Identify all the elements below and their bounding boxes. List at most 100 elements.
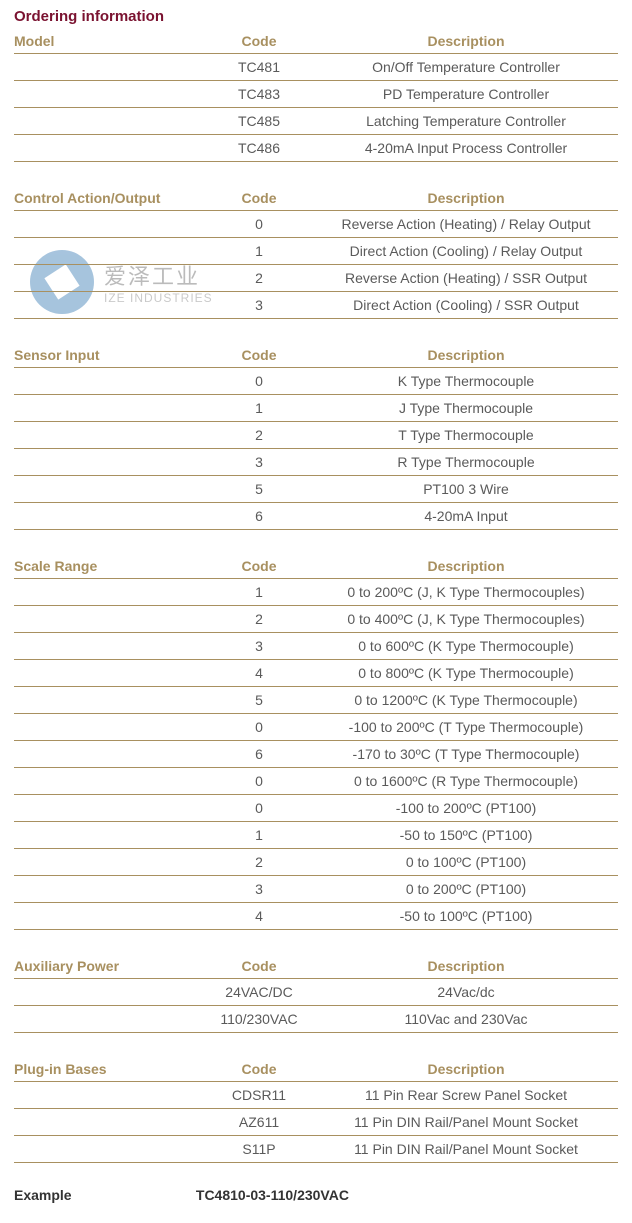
cell-description: 0 to 200ºC (J, K Type Thermocouples) <box>314 579 618 606</box>
table-row: 24VAC/DC24Vac/dc <box>14 979 618 1006</box>
cell-empty <box>14 54 204 81</box>
column-header: Code <box>204 554 314 579</box>
cell-description: 4-20mA Input Process Controller <box>314 135 618 162</box>
table-row: 30 to 600ºC (K Type Thermocouple) <box>14 633 618 660</box>
cell-code: 2 <box>204 422 314 449</box>
table-row: 20 to 100ºC (PT100) <box>14 849 618 876</box>
cell-code: 0 <box>204 768 314 795</box>
table-row: S11P11 Pin DIN Rail/Panel Mount Socket <box>14 1136 618 1163</box>
cell-empty <box>14 238 204 265</box>
cell-empty <box>14 265 204 292</box>
table-row: 64-20mA Input <box>14 503 618 530</box>
cell-code: TC481 <box>204 54 314 81</box>
cell-description: 0 to 1200ºC (K Type Thermocouple) <box>314 687 618 714</box>
column-header: Sensor Input <box>14 343 204 368</box>
table-row: 2Reverse Action (Heating) / SSR Output <box>14 265 618 292</box>
cell-description: 4-20mA Input <box>314 503 618 530</box>
table-scale-range: Scale RangeCodeDescription10 to 200ºC (J… <box>14 554 618 930</box>
cell-empty <box>14 741 204 768</box>
column-header: Code <box>204 29 314 54</box>
column-header: Description <box>314 343 618 368</box>
cell-empty <box>14 292 204 319</box>
cell-description: Reverse Action (Heating) / SSR Output <box>314 265 618 292</box>
cell-empty <box>14 368 204 395</box>
cell-empty <box>14 108 204 135</box>
table-row: 0Reverse Action (Heating) / Relay Output <box>14 211 618 238</box>
page-title: Ordering information <box>14 8 618 25</box>
cell-description: 0 to 600ºC (K Type Thermocouple) <box>314 633 618 660</box>
section-scale-range: Scale RangeCodeDescription10 to 200ºC (J… <box>14 554 618 930</box>
cell-empty <box>14 579 204 606</box>
section-sensor-input: Sensor InputCodeDescription0K Type Therm… <box>14 343 618 530</box>
table-row: 00 to 1600ºC (R Type Thermocouple) <box>14 768 618 795</box>
cell-description: -170 to 30ºC (T Type Thermocouple) <box>314 741 618 768</box>
cell-empty <box>14 1136 204 1163</box>
column-header: Code <box>204 954 314 979</box>
cell-description: K Type Thermocouple <box>314 368 618 395</box>
cell-description: 110Vac and 230Vac <box>314 1006 618 1033</box>
cell-description: On/Off Temperature Controller <box>314 54 618 81</box>
cell-code: 4 <box>204 660 314 687</box>
cell-description: J Type Thermocouple <box>314 395 618 422</box>
cell-empty <box>14 795 204 822</box>
table-row: 6-170 to 30ºC (T Type Thermocouple) <box>14 741 618 768</box>
cell-empty <box>14 135 204 162</box>
column-header: Auxiliary Power <box>14 954 204 979</box>
table-plugin-bases: Plug-in BasesCodeDescriptionCDSR1111 Pin… <box>14 1057 618 1163</box>
cell-code: 3 <box>204 633 314 660</box>
cell-empty <box>14 1082 204 1109</box>
cell-description: R Type Thermocouple <box>314 449 618 476</box>
cell-code: 1 <box>204 579 314 606</box>
cell-empty <box>14 81 204 108</box>
table-row: AZ61111 Pin DIN Rail/Panel Mount Socket <box>14 1109 618 1136</box>
cell-code: 2 <box>204 606 314 633</box>
cell-description: 11 Pin DIN Rail/Panel Mount Socket <box>314 1109 618 1136</box>
cell-empty <box>14 503 204 530</box>
cell-code: AZ611 <box>204 1109 314 1136</box>
table-row: 1Direct Action (Cooling) / Relay Output <box>14 238 618 265</box>
cell-description: 0 to 100ºC (PT100) <box>314 849 618 876</box>
cell-description: -100 to 200ºC (PT100) <box>314 795 618 822</box>
cell-code: TC485 <box>204 108 314 135</box>
column-header: Code <box>204 1057 314 1082</box>
table-aux-power: Auxiliary PowerCodeDescription24VAC/DC24… <box>14 954 618 1033</box>
cell-empty <box>14 768 204 795</box>
cell-empty <box>14 449 204 476</box>
column-header: Description <box>314 29 618 54</box>
cell-description: -50 to 100ºC (PT100) <box>314 903 618 930</box>
cell-description: 24Vac/dc <box>314 979 618 1006</box>
cell-empty <box>14 903 204 930</box>
table-row: TC485Latching Temperature Controller <box>14 108 618 135</box>
table-row: 10 to 200ºC (J, K Type Thermocouples) <box>14 579 618 606</box>
cell-code: 3 <box>204 876 314 903</box>
cell-code: 0 <box>204 714 314 741</box>
table-row: TC483PD Temperature Controller <box>14 81 618 108</box>
cell-code: 1 <box>204 238 314 265</box>
cell-code: 5 <box>204 476 314 503</box>
cell-description: Direct Action (Cooling) / Relay Output <box>314 238 618 265</box>
column-header: Code <box>204 186 314 211</box>
table-row: 40 to 800ºC (K Type Thermocouple) <box>14 660 618 687</box>
cell-description: 11 Pin DIN Rail/Panel Mount Socket <box>314 1136 618 1163</box>
column-header: Description <box>314 954 618 979</box>
cell-code: 2 <box>204 849 314 876</box>
cell-code: 0 <box>204 211 314 238</box>
table-row: 1J Type Thermocouple <box>14 395 618 422</box>
cell-code: 6 <box>204 741 314 768</box>
cell-description: PT100 3 Wire <box>314 476 618 503</box>
table-row: TC4864-20mA Input Process Controller <box>14 135 618 162</box>
column-header: Control Action/Output <box>14 186 204 211</box>
cell-description: Reverse Action (Heating) / Relay Output <box>314 211 618 238</box>
table-row: 1-50 to 150ºC (PT100) <box>14 822 618 849</box>
cell-empty <box>14 1006 204 1033</box>
section-plugin-bases: Plug-in BasesCodeDescriptionCDSR1111 Pin… <box>14 1057 618 1163</box>
cell-empty <box>14 876 204 903</box>
cell-description: -50 to 150ºC (PT100) <box>314 822 618 849</box>
section-control-action: Control Action/OutputCodeDescription0Rev… <box>14 186 618 319</box>
cell-empty <box>14 849 204 876</box>
example-value: TC4810-03-110/230VAC <box>196 1187 349 1203</box>
column-header: Plug-in Bases <box>14 1057 204 1082</box>
table-row: 3Direct Action (Cooling) / SSR Output <box>14 292 618 319</box>
cell-empty <box>14 606 204 633</box>
cell-description: 0 to 200ºC (PT100) <box>314 876 618 903</box>
